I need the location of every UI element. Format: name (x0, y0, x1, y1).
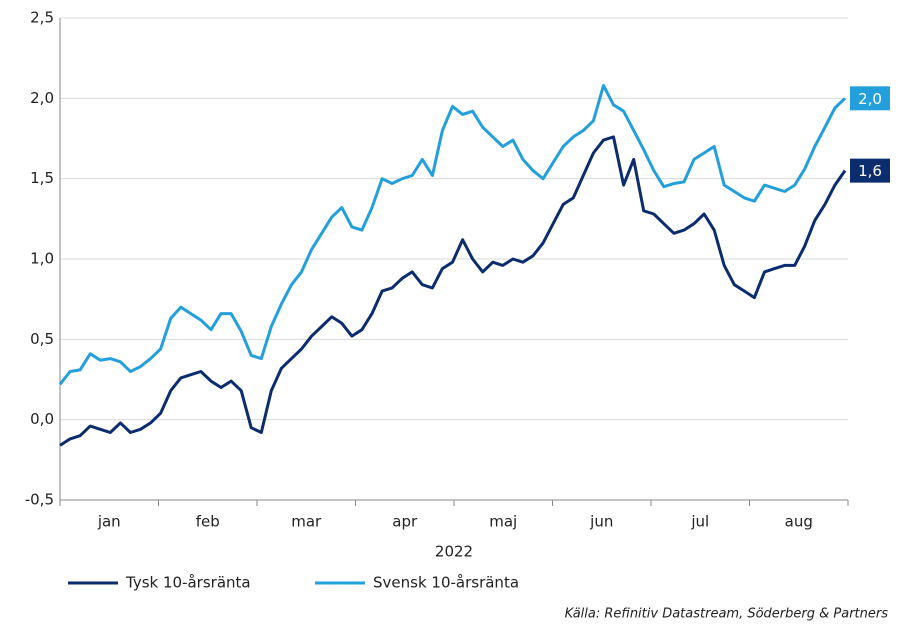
x-tick-label: jul (690, 513, 709, 531)
x-tick-label: jan (97, 513, 121, 531)
y-tick-label: 0,0 (30, 410, 54, 428)
value-label-box (850, 86, 890, 111)
y-tick-label: 1,0 (30, 250, 54, 268)
legend-label: Tysk 10-årsränta (125, 574, 251, 592)
x-tick-label: maj (489, 513, 517, 531)
value-label: 1,6 (858, 162, 882, 180)
y-tick-label: 2,5 (30, 9, 54, 27)
legend-label: Svensk 10-årsränta (373, 574, 519, 592)
x-tick-label: apr (392, 513, 418, 531)
line (58, 84, 847, 386)
value-label-box (850, 158, 890, 183)
source: Källa: Refinitiv Datastream, Söderberg &… (565, 607, 889, 622)
x-tick-label: jun (589, 513, 613, 531)
x-tick-label: mar (291, 513, 322, 531)
x-tick-label: feb (196, 513, 220, 531)
x-axis-label: 2022 (435, 543, 473, 561)
value-label: 2,0 (858, 90, 882, 108)
x-tick-label: aug (785, 513, 813, 531)
y-tick-label: 1,5 (30, 169, 54, 187)
y-tick-label: -0,5 (25, 491, 54, 509)
y-tick-label: 2,0 (30, 89, 54, 107)
y-tick-label: 0,5 (30, 330, 54, 348)
line (59, 135, 847, 447)
